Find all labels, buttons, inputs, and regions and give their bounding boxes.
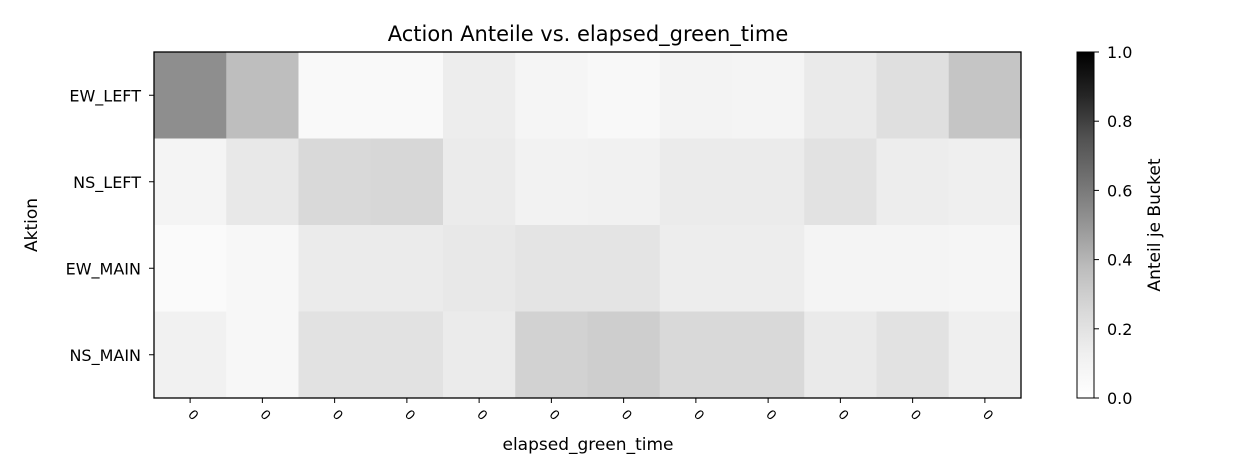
heatmap-cell	[587, 138, 661, 226]
chart-title: Action Anteile vs. elapsed_green_time	[388, 22, 789, 47]
x-tick-label: 0	[907, 407, 923, 423]
heatmap-cell	[226, 52, 299, 139]
heatmap-cell	[443, 138, 516, 226]
colorbar-label: Anteil je Bucket	[1145, 158, 1165, 291]
heatmap-cell	[226, 138, 299, 226]
y-tick-label: NS_MAIN	[69, 346, 141, 366]
heatmap-cell	[876, 225, 950, 312]
heatmap-cell	[659, 311, 733, 399]
colorbar-tick-label: 0.0	[1107, 389, 1132, 408]
x-tick-label: 0	[257, 407, 273, 423]
heatmap-cell	[659, 225, 733, 312]
heatmap-cell	[298, 225, 372, 312]
heatmap-cell	[154, 311, 227, 399]
x-tick-label: 0	[618, 407, 634, 423]
heatmap-cell	[876, 138, 950, 226]
heatmap-cell	[948, 311, 1022, 399]
colorbar: 0.0 0.2 0.4 0.6 0.8 1.0 Anteil je Bucket	[1076, 43, 1165, 408]
heatmap-cell	[732, 52, 805, 139]
heatmap-cell	[298, 138, 372, 226]
heatmap-cell	[154, 52, 227, 139]
y-tick-label: EW_LEFT	[69, 86, 141, 106]
x-tick-label: 0	[184, 407, 200, 423]
colorbar-tick-label: 0.6	[1107, 181, 1132, 200]
colorbar-ticks: 0.0 0.2 0.4 0.6 0.8 1.0	[1094, 43, 1132, 408]
heatmap-cell	[370, 138, 444, 226]
colorbar-tick-label: 1.0	[1107, 43, 1132, 62]
heatmap-cell	[226, 225, 299, 312]
heatmap-cell	[587, 52, 661, 139]
heatmap-cell	[154, 225, 227, 312]
y-axis-ticks: EW_LEFT NS_LEFT EW_MAIN NS_MAIN	[66, 86, 154, 366]
y-axis-label: Aktion	[22, 198, 42, 252]
x-tick-label: 0	[835, 407, 851, 423]
heatmap-cell	[876, 311, 950, 399]
heatmap-cell	[732, 311, 805, 399]
heatmap-cell	[659, 52, 733, 139]
plot-frame	[153, 51, 1022, 399]
colorbar-tick-label: 0.4	[1107, 251, 1132, 270]
heatmap-cell	[515, 311, 588, 399]
x-tick-label: 0	[473, 407, 489, 423]
colorbar-tick-label: 0.2	[1107, 320, 1132, 339]
heatmap-cell	[370, 311, 444, 399]
heatmap-cell	[804, 225, 877, 312]
heatmap-cell	[443, 52, 516, 139]
x-axis-label: elapsed_green_time	[502, 435, 673, 455]
heatmap-cell	[443, 225, 516, 312]
heatmap-cell	[659, 138, 733, 226]
heatmap-cell	[370, 225, 444, 312]
colorbar-gradient	[1076, 51, 1095, 399]
heatmap-cell	[515, 138, 588, 226]
heatmap-cell	[732, 225, 805, 312]
x-tick-label: 0	[762, 407, 778, 423]
y-tick-label: NS_LEFT	[73, 173, 141, 193]
heatmap-cells	[154, 52, 1022, 399]
heatmap-cell	[298, 52, 372, 139]
y-tick-label: EW_MAIN	[66, 259, 141, 279]
heatmap-cell	[804, 311, 877, 399]
heatmap-cell	[515, 52, 588, 139]
colorbar-tick-label: 0.8	[1107, 112, 1132, 131]
heatmap-cell	[804, 52, 877, 139]
heatmap-cell	[154, 138, 227, 226]
heatmap-cell	[443, 311, 516, 399]
heatmap-cell	[948, 225, 1022, 312]
x-tick-label: 0	[329, 407, 345, 423]
heatmap-cell	[515, 225, 588, 312]
x-tick-label: 0	[979, 407, 995, 423]
x-axis-ticks: 0 0 0 0 0 0 0 0 0 0 0 0	[184, 398, 996, 424]
heatmap-cell	[370, 52, 444, 139]
heatmap-cell	[876, 52, 950, 139]
x-tick-label: 0	[401, 407, 417, 423]
heatmap-cell	[948, 138, 1022, 226]
heatmap-cell	[948, 52, 1022, 139]
heatmap-cell	[298, 311, 372, 399]
heatmap-cell	[732, 138, 805, 226]
heatmap-cell	[804, 138, 877, 226]
x-tick-label: 0	[546, 407, 562, 423]
heatmap-cell	[587, 311, 661, 399]
heatmap-cell	[226, 311, 299, 399]
x-tick-label: 0	[690, 407, 706, 423]
heatmap-cell	[587, 225, 661, 312]
